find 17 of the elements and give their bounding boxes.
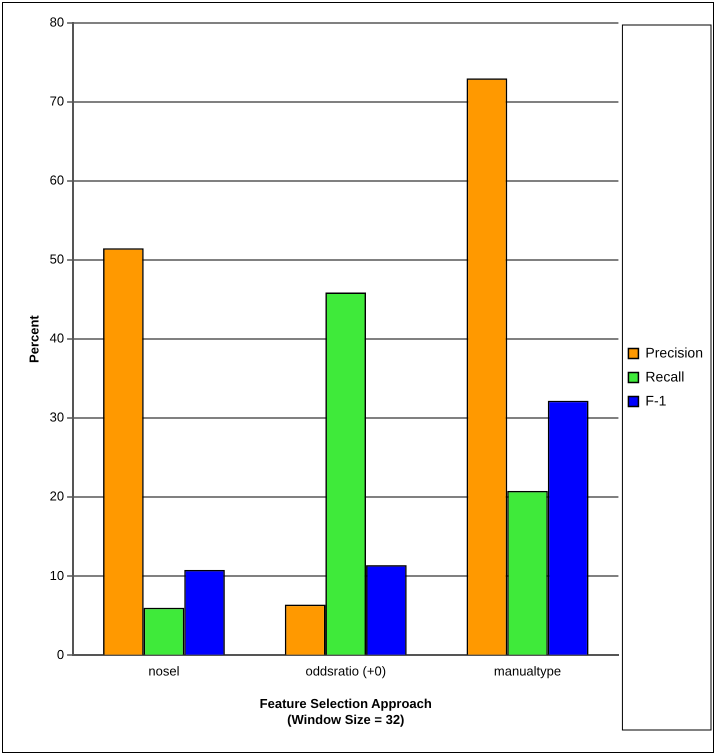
y-tick-label: 30 <box>50 410 64 425</box>
legend-label: Recall <box>645 368 684 384</box>
legend-label: F-1 <box>645 392 667 408</box>
y-tick-label: 10 <box>50 568 64 583</box>
x-tick-label: nosel <box>148 664 180 679</box>
x-tick-label: oddsratio (+0) <box>305 664 386 679</box>
y-tick-label: 40 <box>50 330 64 346</box>
legend-label: Precision <box>645 344 704 360</box>
y-tick-label: 70 <box>50 94 64 109</box>
y-tick-label: 80 <box>50 14 64 30</box>
y-axis-title: Percent <box>26 314 42 363</box>
y-tick-label: 50 <box>50 252 64 267</box>
y-tick-label: 20 <box>50 488 64 504</box>
y-tick-label: 0 <box>56 646 64 662</box>
y-tick-label: 60 <box>50 172 64 188</box>
x-tick-label: manualtype <box>494 664 562 679</box>
x-axis-title: Feature Selection Approach (Window Size = 32) <box>260 696 432 727</box>
